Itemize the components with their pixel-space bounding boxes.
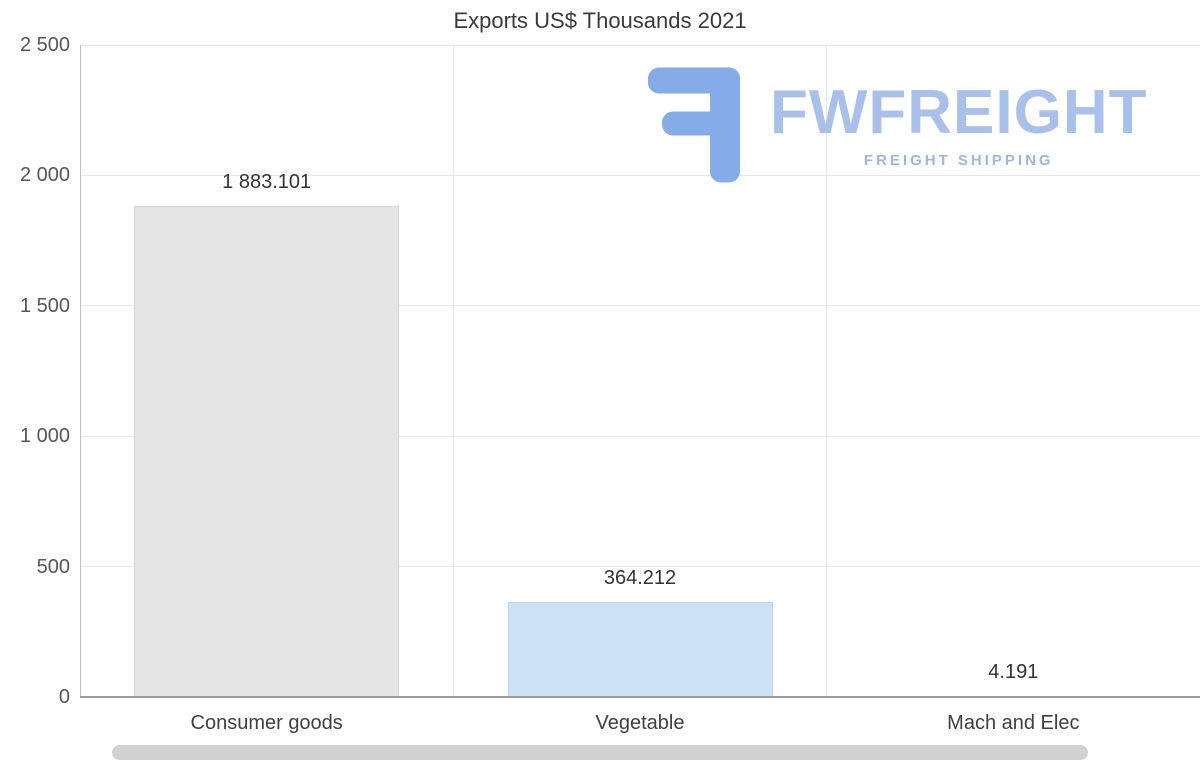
chart-title: Exports US$ Thousands 2021 (453, 8, 747, 33)
gridline-horizontal (80, 566, 1200, 568)
brand-name: FWFREIGHT (770, 77, 1148, 147)
bar-value-label: 364.212 (603, 567, 677, 589)
x-axis-line (80, 696, 1200, 698)
y-axis-tick-label: 0 (58, 686, 70, 708)
gridline-horizontal (80, 305, 1200, 307)
y-axis-line (80, 45, 81, 697)
y-axis-tick-label: 1 500 (19, 294, 70, 317)
x-axis-category-label: Consumer goods (190, 712, 343, 734)
watermark-text: FWFREIGHT FREIGHT SHIPPING (770, 77, 1148, 169)
gridline-horizontal (80, 174, 1200, 176)
x-axis-category-label: Mach and Elec (947, 712, 1080, 734)
gridline-horizontal (80, 44, 1200, 46)
y-axis-tick-label: 2 500 (19, 34, 70, 56)
horizontal-scrollbar-thumb[interactable] (112, 745, 1088, 760)
bar-value-label: 4.191 (988, 660, 1039, 683)
watermark: FWFREIGHT FREIGHT SHIPPING (648, 64, 1148, 186)
gridline-horizontal (80, 435, 1200, 437)
fwfreight-logo-icon (648, 67, 740, 183)
x-axis-category-label: Vegetable (595, 712, 685, 734)
bar-value-label: 1 883.101 (222, 170, 312, 193)
brand-tagline: FREIGHT SHIPPING (863, 151, 1054, 169)
y-axis-tick-label: 2 000 (19, 164, 70, 187)
y-axis-tick-label: 500 (36, 555, 70, 578)
bar-consumer-goods (134, 205, 400, 697)
gridline-vertical (826, 45, 828, 697)
bar-vegetable (507, 602, 773, 697)
gridline-vertical (452, 45, 454, 697)
y-axis-tick-label: 1 000 (19, 425, 70, 448)
